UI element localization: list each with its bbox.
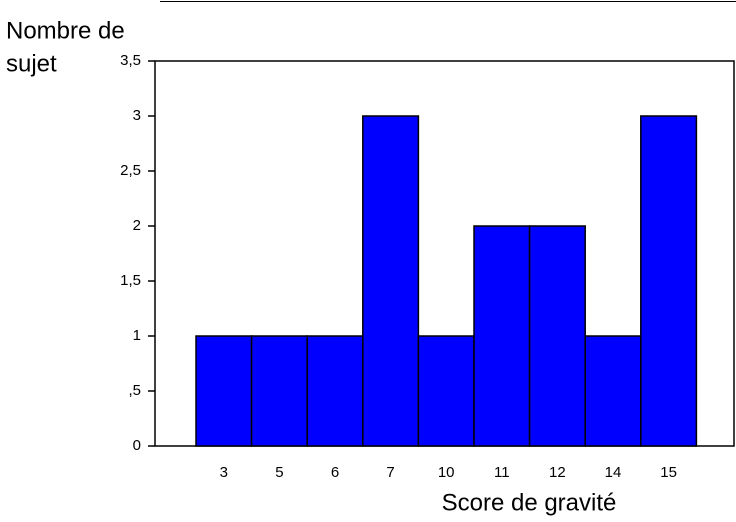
y-tick-label: 2,5 <box>120 162 141 179</box>
x-tick-label: 11 <box>494 464 510 481</box>
y-tick-label: 1,5 <box>120 272 141 289</box>
x-axis-label: Score de gravité <box>442 489 617 516</box>
x-tick-label: 12 <box>549 464 566 481</box>
y-tick-label: 2 <box>133 217 141 234</box>
x-tick-label: 6 <box>331 464 339 481</box>
bar <box>250 335 308 447</box>
x-tick-label: 7 <box>386 464 394 481</box>
y-tick-label: 1 <box>133 327 141 344</box>
bar <box>306 335 364 447</box>
bar <box>362 115 420 447</box>
y-tick-label: 0 <box>133 437 141 454</box>
x-tick-label: 14 <box>605 464 622 481</box>
bar <box>528 225 586 447</box>
x-tick-label: 3 <box>220 464 228 481</box>
y-axis-label: Nombre de <box>6 17 125 44</box>
x-tick-label: 15 <box>660 464 677 481</box>
bar <box>584 335 642 447</box>
y-tick-label: ,5 <box>128 382 141 399</box>
y-tick-label: 3,5 <box>120 52 141 69</box>
x-tick-label: 5 <box>275 464 283 481</box>
y-tick-label: 3 <box>133 107 141 124</box>
bar <box>640 115 698 447</box>
bar <box>417 335 475 447</box>
x-tick-label: 10 <box>438 464 455 481</box>
bar <box>195 335 253 447</box>
bar <box>473 225 531 447</box>
y-axis-label: sujet <box>6 50 57 77</box>
